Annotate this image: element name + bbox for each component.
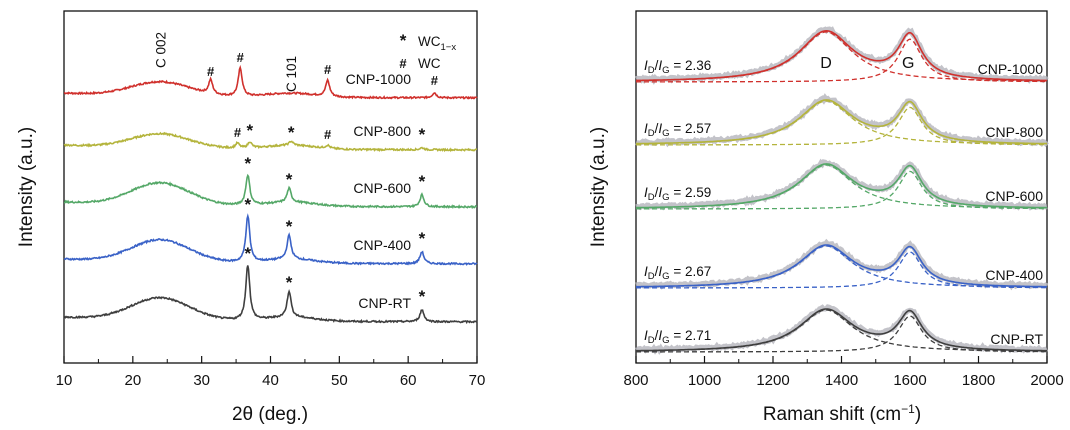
xrd-peak-marker: *	[244, 244, 251, 263]
x-tick-label: 2000	[1030, 372, 1063, 389]
x-tick-label: 70	[469, 372, 486, 389]
xrd-panel: CNP-1000####CNP-800# * * # *CNP-600** *CNP-40…	[16, 10, 486, 425]
xrd-series-label: CNP-600	[353, 180, 411, 196]
raman-ratio-label: ID/IG = 2.71	[644, 328, 711, 346]
raman-series-label: CNP-600	[985, 188, 1043, 204]
x-tick-label: 1000	[688, 372, 721, 389]
xrd-series-cnp-600	[63, 173, 477, 210]
xrd-series-label: CNP-400	[353, 237, 411, 253]
xrd-peak-marker: *	[247, 121, 254, 140]
xrd-peak-marker: #	[324, 127, 332, 142]
x-tick-label: 1200	[756, 372, 789, 389]
xrd-series-label: CNP-RT	[358, 295, 411, 311]
raman-ratio-label: ID/IG = 2.36	[644, 58, 711, 76]
xrd-peak-marker: *	[244, 195, 251, 214]
raman-g-band-fit	[636, 170, 1047, 210]
raman-curves: CNP-1000 ID/IG = 2.36 CNP-800 ID/IG = 2.57 C…	[635, 26, 1049, 355]
raman-raw-spectrum	[635, 158, 1048, 211]
xrd-peak-marker: *	[419, 125, 426, 144]
raman-series-label: CNP-400	[985, 267, 1043, 283]
xrd-x-axis-title: 2θ (deg.)	[232, 404, 308, 425]
raman-series-cnp-rt	[636, 308, 1047, 352]
xrd-y-axis-title: Intensity (a.u.)	[16, 127, 37, 247]
x-tick-label: 30	[193, 372, 210, 389]
legend-label: WC1−x	[418, 34, 456, 53]
xrd-peak-marker: *	[419, 287, 426, 306]
xrd-peak-marker: *	[286, 217, 293, 236]
raman-g-band-fit	[636, 315, 1047, 353]
raman-y-axis-title: Intensity (a.u.)	[588, 127, 609, 247]
xrd-series-cnp-400	[63, 213, 478, 266]
x-tick-label: 10	[56, 372, 73, 389]
x-tick-label: 20	[124, 372, 141, 389]
raman-series-cnp-800	[636, 99, 1048, 145]
xrd-plot-frame	[63, 10, 478, 364]
xrd-legend: * WC1−x # WC	[399, 31, 456, 71]
x-tick-label: 1400	[825, 372, 858, 389]
raman-series-label: CNP-RT	[990, 331, 1043, 347]
xrd-peak-marker: *	[419, 229, 426, 248]
x-tick-label: 50	[331, 372, 348, 389]
xrd-peak-marker: #	[324, 62, 332, 77]
xrd-peak-marker: #	[431, 73, 439, 88]
legend-marker: #	[399, 56, 407, 71]
x-tick-label: 60	[400, 372, 417, 389]
raman-g-band-fit	[636, 251, 1047, 289]
xrd-annotation: C 002	[153, 32, 168, 68]
raman-ratio-label: ID/IG = 2.59	[644, 185, 711, 203]
xrd-curves: CNP-1000####CNP-800# * * # *CNP-600** *CNP-40…	[63, 31, 478, 325]
raman-ratio-label: ID/IG = 2.57	[644, 121, 711, 139]
raman-band-label: G	[902, 55, 914, 72]
xrd-series-label: CNP-800	[353, 123, 411, 139]
raman-g-band-fit	[636, 38, 1047, 83]
raman-band-label: D	[820, 55, 832, 72]
legend-label: WC	[418, 56, 441, 71]
xrd-x-ticks: 10 20 30 40 50 60 70	[56, 356, 486, 389]
xrd-series-label: CNP-1000	[346, 71, 412, 87]
xrd-peak-marker: *	[419, 172, 426, 191]
xrd-series-cnp-rt	[63, 265, 478, 325]
xrd-peak-marker: *	[286, 273, 293, 292]
raman-series-cnp-1000	[635, 29, 1048, 82]
x-tick-label: 1800	[962, 372, 995, 389]
x-tick-label: 1600	[893, 372, 926, 389]
xrd-annotation: C 101	[284, 56, 299, 92]
raman-x-axis-title: Raman shift (cm−1)	[763, 402, 921, 425]
xrd-peak-marker: *	[244, 154, 251, 173]
raman-ratio-label: ID/IG = 2.67	[644, 264, 711, 282]
x-tick-label: 40	[262, 372, 279, 389]
xrd-peak-marker: #	[237, 50, 245, 65]
xrd-series-cnp-800	[63, 131, 478, 153]
xrd-peak-marker: #	[234, 125, 242, 140]
raman-panel: CNP-1000 ID/IG = 2.36 CNP-800 ID/IG = 2.57 C…	[588, 10, 1064, 425]
legend-marker: *	[400, 31, 407, 50]
x-tick-label: 800	[623, 372, 648, 389]
xrd-peak-marker: *	[286, 170, 293, 189]
raman-x-ticks: 800 1000 1200 1400 1600 1800 2000	[623, 356, 1064, 389]
raman-g-band-fit	[636, 106, 1047, 146]
raman-series-cnp-600	[636, 163, 1048, 209]
xrd-peak-marker: *	[288, 123, 295, 142]
raman-series-label: CNP-1000	[978, 61, 1044, 77]
xrd-series-cnp-1000	[63, 64, 478, 100]
raman-series-label: CNP-800	[985, 124, 1043, 140]
xrd-peak-marker: #	[207, 64, 215, 79]
raman-series-cnp-400	[636, 244, 1047, 288]
